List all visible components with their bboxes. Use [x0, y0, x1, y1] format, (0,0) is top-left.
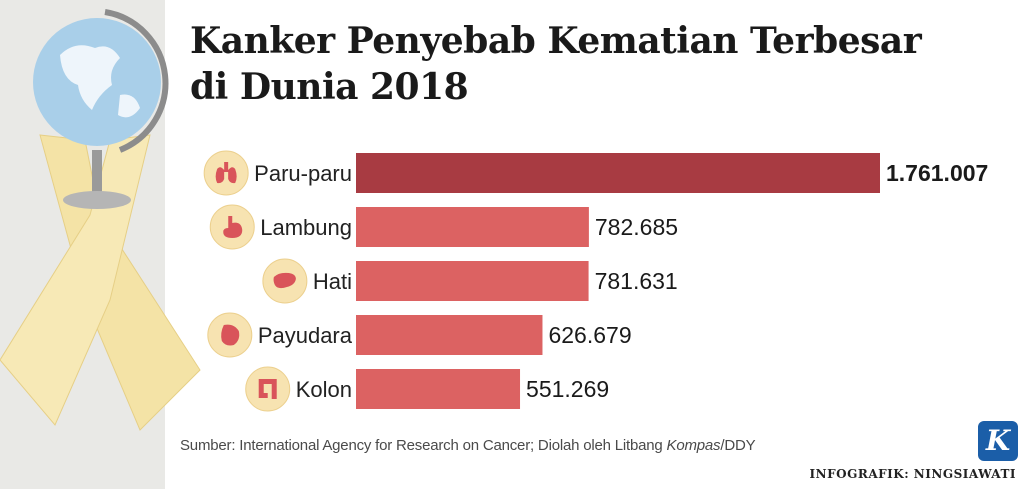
- category-label: Lambung: [260, 215, 352, 240]
- globe-icon: [33, 9, 169, 209]
- source-suffix: /DDY: [720, 437, 756, 454]
- source-italic: Kompas: [666, 437, 721, 454]
- kompas-logo-icon: K: [978, 421, 1018, 461]
- lungs-icon: [203, 150, 249, 196]
- category-label: Hati: [313, 269, 352, 294]
- category-label: Kolon: [296, 377, 352, 402]
- breast-icon: [207, 312, 253, 358]
- value-label: 626.679: [548, 322, 631, 348]
- chart-title-line-2: di Dunia 2018: [190, 66, 469, 108]
- value-label: 1.761.007: [886, 160, 988, 186]
- value-label: 781.631: [595, 268, 678, 294]
- value-label: 551.269: [526, 376, 609, 402]
- bar-paru-paru: [356, 153, 880, 193]
- source-prefix: Sumber: International Agency for Researc…: [180, 437, 667, 454]
- colon-icon: [245, 366, 291, 412]
- bar-payudara: [356, 315, 543, 355]
- bar-lambung: [356, 207, 589, 247]
- source-note: Sumber: International Agency for Researc…: [180, 437, 756, 454]
- chart-title-line-1: Kanker Penyebab Kematian Terbesar: [190, 20, 922, 62]
- value-label: 782.685: [595, 214, 678, 240]
- category-label: Payudara: [258, 323, 353, 348]
- liver-icon: [262, 258, 308, 304]
- infographic-credit: INFOGRAFIK: NINGSIAWATI: [809, 467, 1016, 481]
- bar-hati: [356, 261, 589, 301]
- globe-ribbon-illustration: [0, 9, 201, 431]
- chart-title: Kanker Penyebab Kematian Terbesar di Dun…: [190, 18, 922, 110]
- stomach-icon: [209, 204, 255, 250]
- bar-kolon: [356, 369, 521, 409]
- category-label: Paru-paru: [254, 161, 352, 186]
